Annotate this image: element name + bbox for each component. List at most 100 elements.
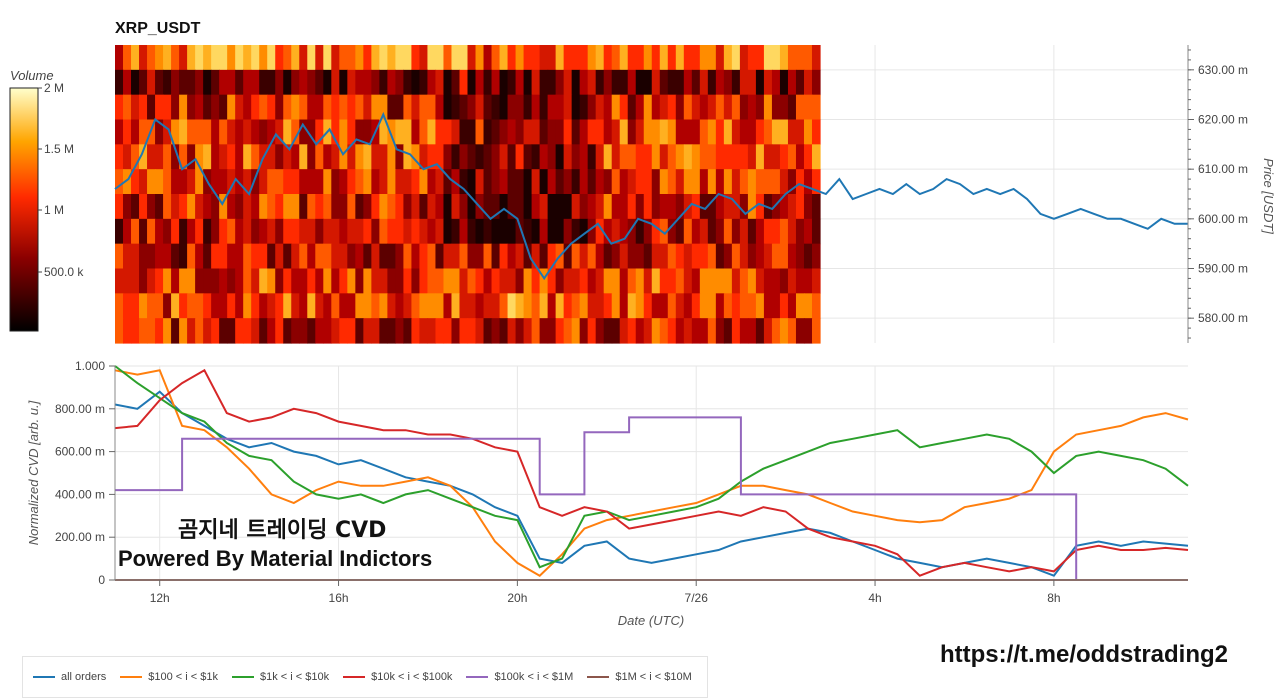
y-axis-label: Normalized CVD [arb. u.]: [26, 400, 41, 545]
heatmap-cell: [803, 243, 813, 270]
heatmap-cell: [235, 45, 244, 71]
heatmap-cell: [611, 169, 621, 195]
heatmap-cell: [195, 144, 204, 170]
heatmap-cell: [547, 69, 557, 96]
heatmap-cell: [571, 69, 581, 96]
heatmap-cell: [595, 144, 605, 170]
heatmap-cell: [659, 69, 669, 96]
heatmap-cell: [651, 194, 661, 220]
heatmap-cell: [283, 243, 292, 270]
heatmap-cell: [579, 318, 589, 344]
heatmap-cell: [403, 169, 413, 195]
heatmap-cell: [259, 45, 268, 71]
heatmap-cell: [707, 293, 717, 319]
heatmap-cell: [195, 293, 204, 319]
heatmap-cell: [739, 218, 749, 245]
heatmap-cell: [763, 94, 773, 121]
legend-item[interactable]: $100k < i < $1M: [466, 671, 573, 683]
heatmap-cell: [211, 119, 220, 145]
heatmap-cell: [691, 119, 701, 145]
heatmap-cell: [555, 194, 565, 220]
heatmap-cell: [187, 69, 196, 96]
heatmap-cell: [323, 144, 332, 170]
legend-swatch: [120, 676, 143, 678]
heatmap-cell: [515, 318, 525, 344]
heatmap-cell: [555, 318, 565, 344]
heatmap-cell: [187, 169, 196, 195]
heatmap-cell: [251, 268, 260, 294]
heatmap-cell: [675, 293, 685, 319]
legend-item[interactable]: $10k < i < $100k: [343, 671, 452, 683]
heatmap-cell: [739, 169, 749, 195]
heatmap-cell: [651, 218, 661, 245]
heatmap-cell: [275, 194, 284, 220]
heatmap-cell: [587, 268, 597, 294]
heatmap-cell: [619, 218, 629, 245]
legend-item[interactable]: $100 < i < $1k: [120, 671, 218, 683]
heatmap-cell: [723, 45, 733, 71]
telegram-link[interactable]: https://t.me/oddstrading2: [940, 641, 1228, 668]
heatmap-cell: [667, 243, 677, 270]
heatmap-cell: [259, 119, 268, 145]
heatmap-cell: [723, 218, 733, 245]
heatmap-cell: [691, 94, 701, 121]
heatmap-cell: [779, 243, 789, 270]
heatmap-cell: [627, 194, 637, 220]
heatmap-cell: [579, 94, 589, 121]
heatmap-cell: [355, 69, 364, 96]
price-tick-label: 590.00 m: [1198, 262, 1248, 276]
heatmap-cell: [563, 119, 573, 145]
heatmap-cell: [571, 144, 581, 170]
heatmap-cell: [619, 318, 629, 344]
heatmap-cell: [435, 69, 445, 96]
heatmap-cell: [323, 218, 332, 245]
heatmap-cell: [795, 45, 805, 71]
heatmap-cell: [779, 218, 789, 245]
heatmap-cell: [795, 194, 805, 220]
heatmap-cell: [675, 318, 685, 344]
heatmap-cell: [507, 119, 517, 145]
heatmap-cell: [323, 243, 332, 270]
heatmap-cell: [259, 194, 268, 220]
legend-item[interactable]: all orders: [33, 671, 106, 683]
heatmap-cell: [307, 144, 316, 170]
heatmap-cell: [203, 218, 212, 245]
heatmap-cell: [307, 293, 316, 319]
heatmap-cell: [699, 119, 709, 145]
legend-item[interactable]: $1k < i < $10k: [231, 671, 329, 683]
heatmap-cell: [235, 243, 244, 270]
heatmap-cell: [555, 45, 565, 71]
heatmap-cell: [787, 94, 797, 121]
heatmap-cell: [539, 318, 549, 344]
heatmap-cell: [147, 69, 156, 96]
heatmap-cell: [595, 268, 605, 294]
heatmap-cell: [523, 293, 533, 319]
heatmap-cell: [723, 293, 733, 319]
cvd-panel: [115, 366, 1188, 580]
colorbar-tick-label: 500.0 k: [44, 265, 84, 279]
heatmap-cell: [507, 318, 517, 344]
heatmap-cell: [795, 169, 805, 195]
heatmap-cell: [555, 293, 565, 319]
heatmap-cell: [339, 144, 348, 170]
heatmap-cell: [491, 318, 501, 344]
heatmap-cell: [147, 45, 156, 71]
heatmap-cell: [355, 119, 364, 145]
heatmap-cell: [427, 194, 437, 220]
heatmap-cell: [451, 194, 461, 220]
heatmap-cell: [627, 318, 637, 344]
x-tick-label: 16h: [329, 591, 349, 605]
legend-item[interactable]: $1M < i < $10M: [587, 671, 692, 683]
heatmap-cell: [667, 318, 677, 344]
heatmap-cell: [355, 45, 364, 71]
heatmap-cell: [435, 194, 445, 220]
heatmap-cell: [315, 45, 324, 71]
heatmap-cell: [123, 69, 132, 96]
heatmap-cell: [659, 268, 669, 294]
heatmap-cell: [771, 243, 781, 270]
heatmap-cell: [371, 94, 380, 121]
heatmap-cell: [179, 119, 188, 145]
heatmap-cell: [283, 69, 292, 96]
heatmap-cell: [747, 318, 757, 344]
